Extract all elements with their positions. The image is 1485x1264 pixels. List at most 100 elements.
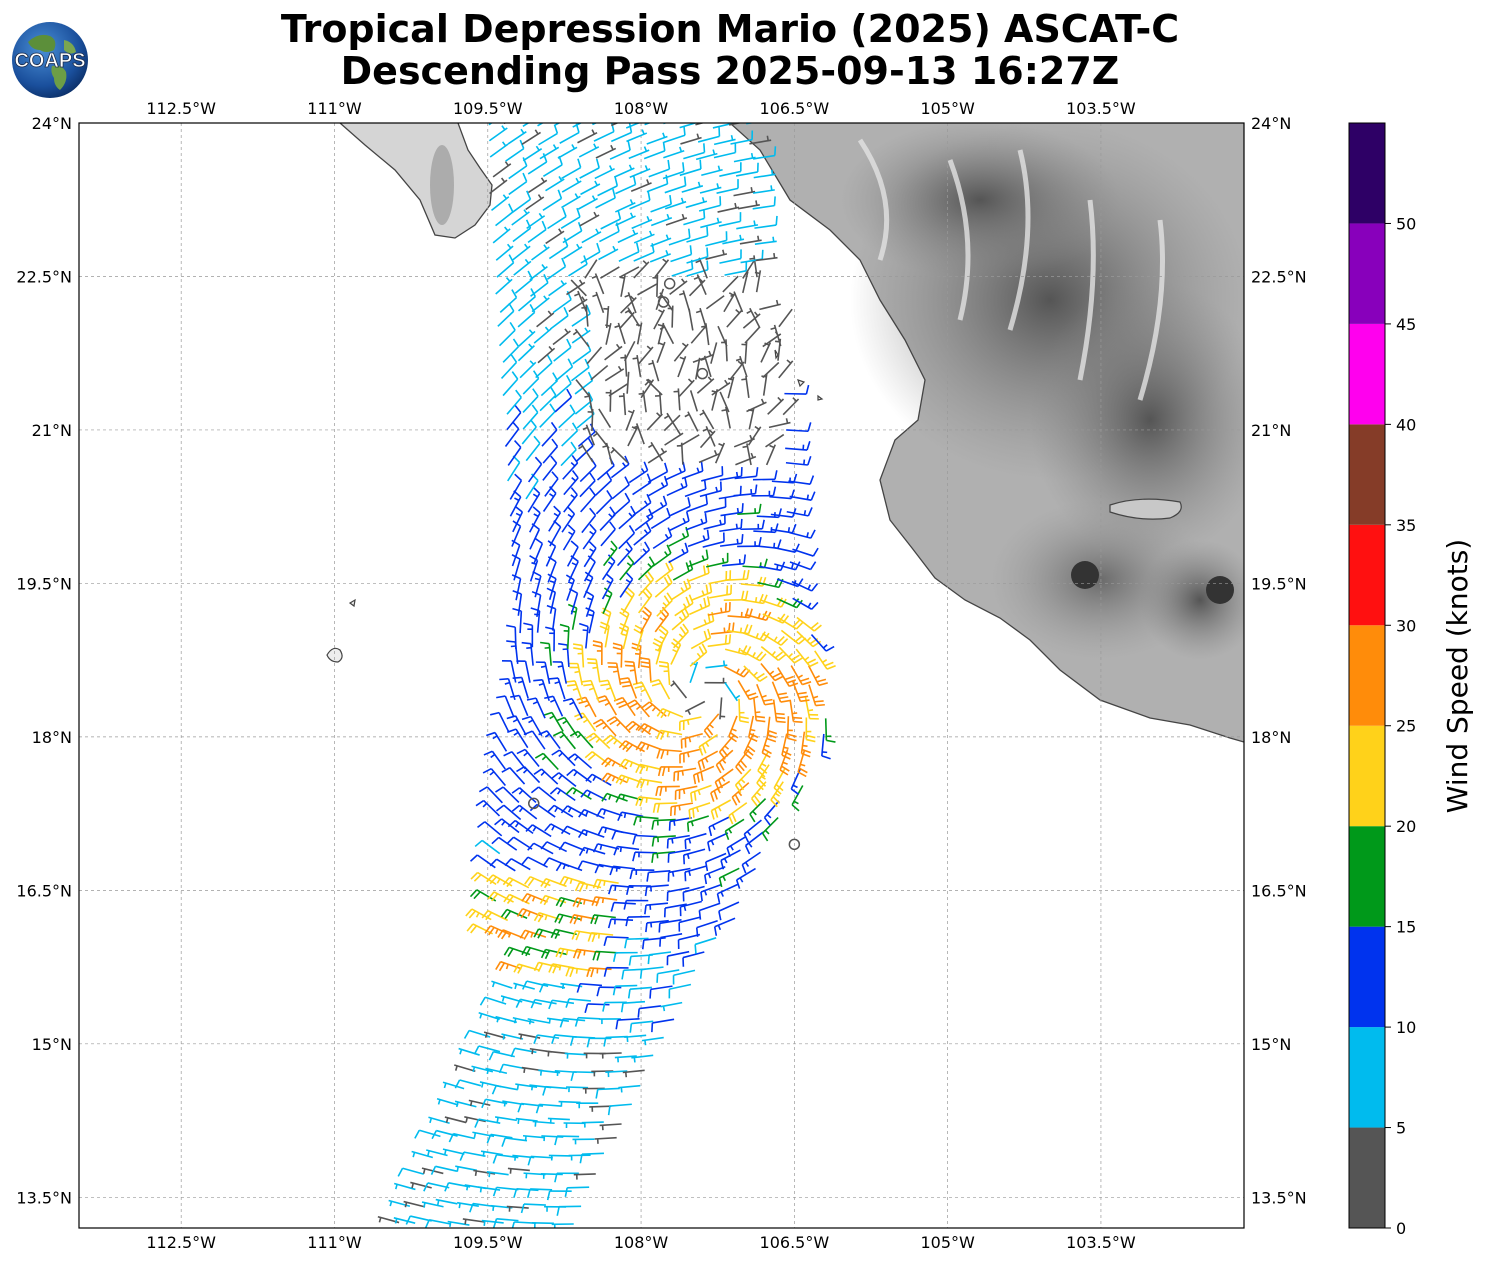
- wind-barb-staff: [587, 1003, 610, 1006]
- wind-barb: [552, 661, 568, 684]
- colorbar-tick-label: 0: [1396, 1219, 1406, 1238]
- wind-barb-flag: [615, 774, 622, 784]
- wind-barb-flag: [511, 787, 521, 794]
- wind-barb-half-flag: [659, 635, 665, 640]
- wind-barb-staff: [562, 246, 583, 260]
- wind-barb-staff: [597, 1087, 620, 1091]
- wind-barb: [699, 429, 716, 449]
- wind-barb-flag: [793, 657, 803, 664]
- wind-barb: [684, 832, 707, 849]
- wind-barb-half-flag: [610, 144, 614, 151]
- wind-barb-staff: [637, 283, 658, 296]
- wind-barb: [632, 354, 642, 377]
- wind-barb-half-flag: [717, 806, 722, 812]
- wind-barb-flag: [763, 632, 770, 642]
- wind-barb: [570, 279, 587, 297]
- wind-barb-flag: [739, 716, 749, 720]
- wind-barb-staff: [496, 1217, 519, 1222]
- wind-barb-staff: [551, 608, 557, 631]
- wind-barb-flag: [578, 883, 585, 893]
- wind-barb-half-flag: [735, 358, 742, 362]
- wind-barb-half-flag: [608, 794, 612, 800]
- wind-barb-half-flag: [623, 812, 627, 819]
- wind-barb-staff: [545, 1085, 568, 1090]
- wind-barb-half-flag: [635, 725, 640, 731]
- wind-barb-flag: [551, 438, 559, 447]
- wind-barb-staff: [615, 984, 638, 987]
- wind-barb-staff: [714, 442, 726, 464]
- wind-barb-half-flag: [612, 670, 619, 673]
- wind-barb: [454, 1064, 476, 1073]
- wind-barb-half-flag: [750, 152, 754, 159]
- wind-barb-flag: [775, 716, 786, 720]
- wind-barb-flag: [824, 661, 834, 667]
- wind-barb-staff: [754, 240, 777, 245]
- wind-barb: [481, 1219, 504, 1226]
- wind-barb-flag: [572, 949, 578, 959]
- wind-barb-flag: [731, 796, 738, 806]
- colorbar-segment: [1349, 826, 1385, 927]
- lat-tick-label-left: 24°N: [32, 114, 72, 133]
- wind-barb-staff: [554, 396, 572, 413]
- wind-barb-flag: [743, 554, 747, 564]
- title-line-2: Descending Pass 2025-09-13 16:27Z: [340, 49, 1120, 93]
- wind-barb-flag: [484, 925, 492, 934]
- wind-barb-flag: [546, 1190, 551, 1201]
- wind-barb-half-flag: [492, 1205, 495, 1211]
- wind-barb: [614, 1055, 637, 1063]
- wind-barb-staff: [506, 411, 522, 431]
- wind-barb: [698, 450, 720, 464]
- wind-barb-half-flag: [422, 1168, 426, 1174]
- wind-barb-half-flag: [602, 809, 607, 815]
- wind-barb-flag: [624, 492, 631, 502]
- wind-barb: [566, 540, 579, 567]
- wind-barb-staff: [611, 484, 630, 500]
- wind-barb-staff: [668, 237, 691, 246]
- wind-barb-half-flag: [514, 983, 518, 990]
- wind-barb-flag: [635, 764, 641, 774]
- wind-barb: [544, 823, 571, 836]
- wind-barb-half-flag: [574, 293, 580, 297]
- wind-barb-staff: [702, 540, 725, 548]
- wind-barb: [525, 194, 545, 211]
- wind-barb-flag: [713, 790, 718, 800]
- wind-barb-half-flag: [646, 744, 650, 750]
- wind-barb-half-flag: [503, 1101, 507, 1107]
- wind-barb-staff: [628, 469, 649, 484]
- wind-barb-flag: [611, 123, 615, 132]
- wind-barb-staff: [545, 230, 565, 245]
- wind-barb: [728, 715, 739, 743]
- wind-barb-flag: [565, 680, 576, 683]
- wind-barb: [690, 784, 712, 803]
- wind-barb: [690, 628, 712, 650]
- wind-barb-staff: [717, 883, 738, 895]
- wind-barb: [468, 1099, 491, 1107]
- wind-barb-flag: [520, 1203, 525, 1214]
- wind-barb-flag: [511, 804, 520, 812]
- wind-barb: [666, 950, 690, 966]
- wind-barb-staff: [541, 429, 558, 447]
- wind-barb-staff: [718, 901, 740, 912]
- wind-barb-flag: [512, 421, 520, 430]
- wind-barb-half-flag: [684, 413, 690, 418]
- wind-barb-staff: [594, 430, 610, 449]
- wind-barb-half-flag: [513, 731, 519, 736]
- wind-barb-staff: [580, 443, 594, 463]
- wind-barb-staff: [506, 396, 522, 415]
- wind-barb-flag: [603, 1037, 607, 1047]
- wind-barb-half-flag: [736, 507, 740, 514]
- wind-barb-flag: [721, 748, 729, 757]
- wind-barb: [657, 322, 665, 345]
- wind-barb: [481, 910, 509, 922]
- wind-barb-staff: [669, 505, 691, 517]
- wind-barb-half-flag: [769, 670, 775, 675]
- wind-barb-staff: [549, 315, 569, 330]
- wind-barb-half-flag: [536, 112, 539, 116]
- wind-barb-half-flag: [502, 1034, 506, 1040]
- wind-barb-staff: [554, 1034, 577, 1038]
- wind-barb: [680, 133, 702, 145]
- wind-barb-staff: [613, 865, 636, 870]
- wind-barb: [625, 915, 650, 927]
- wind-barb: [625, 885, 651, 895]
- wind-barb: [611, 476, 630, 500]
